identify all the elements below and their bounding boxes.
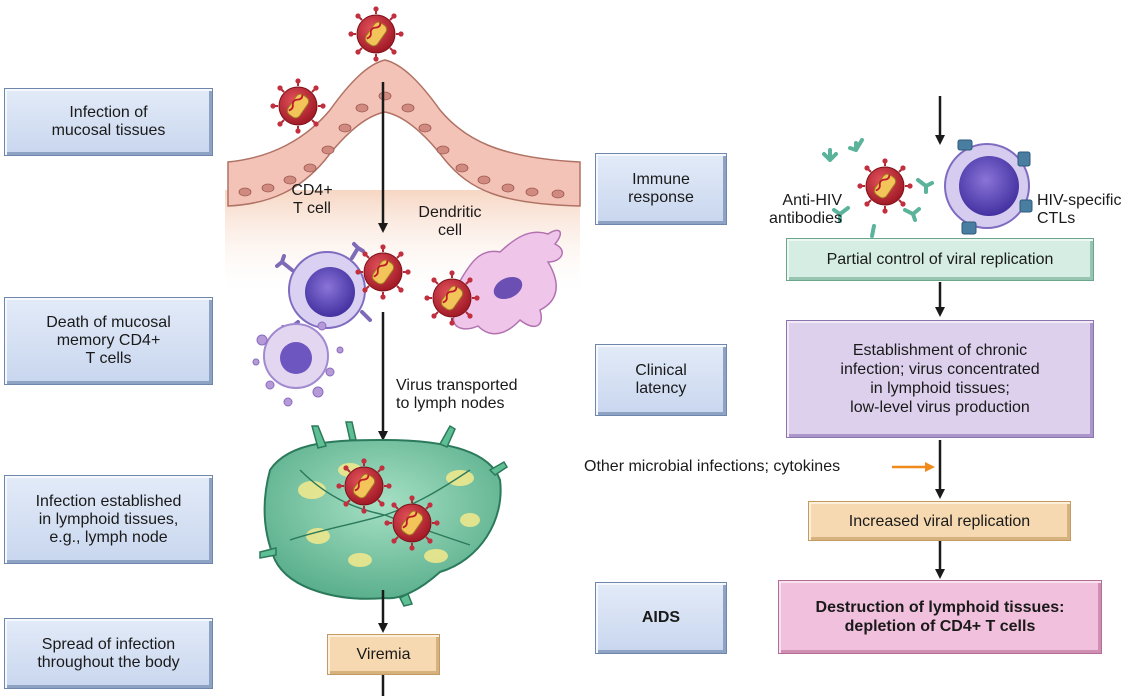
box-increased-replication: Increased viral replication	[808, 501, 1071, 541]
box-viremia: Viremia	[327, 634, 440, 675]
virus-particle-mucosa	[270, 78, 325, 133]
box-chronic-infection: Establishment of chronic infection; viru…	[786, 320, 1094, 438]
label-hiv-specific-ctls: HIV-specific CTLs	[1037, 192, 1141, 228]
label-virus-transported: Virus transported to lymph nodes	[396, 377, 556, 413]
box-partial-control: Partial control of viral replication	[786, 238, 1094, 281]
stage-clinical-latency: Clinical latency	[595, 344, 727, 416]
stage-spread: Spread of infection throughout the body	[4, 618, 213, 689]
box-destruction-lymphoid: Destruction of lymphoid tissues: depleti…	[778, 580, 1102, 654]
label-anti-hiv-antibodies: Anti-HIV antibodies	[752, 192, 842, 228]
virus-particle-top	[348, 6, 403, 61]
dying-t-cell	[253, 322, 343, 406]
virus-in-lymph-node-2	[384, 495, 439, 550]
label-dendritic-cell: Dendritic cell	[410, 204, 490, 240]
stage-infection-mucosal: Infection of mucosal tissues	[4, 88, 213, 156]
stage-aids: AIDS	[595, 582, 727, 654]
virus-on-dendritic-cell	[424, 270, 479, 325]
stage-death-cd4: Death of mucosal memory CD4+ T cells	[4, 297, 213, 385]
virus-binding-t-cell	[355, 244, 410, 299]
lymph-node	[260, 422, 507, 606]
hiv-specific-ctl	[945, 140, 1032, 234]
stage-lymphoid-infection: Infection established in lymphoid tissue…	[4, 475, 213, 564]
label-other-infections: Other microbial infections; cytokines	[584, 458, 840, 476]
virus-with-antibodies	[857, 158, 912, 213]
stage-immune-response: Immune response	[595, 153, 727, 225]
virus-in-lymph-node-1	[336, 458, 391, 513]
label-cd4-t-cell: CD4+ T cell	[272, 182, 352, 218]
